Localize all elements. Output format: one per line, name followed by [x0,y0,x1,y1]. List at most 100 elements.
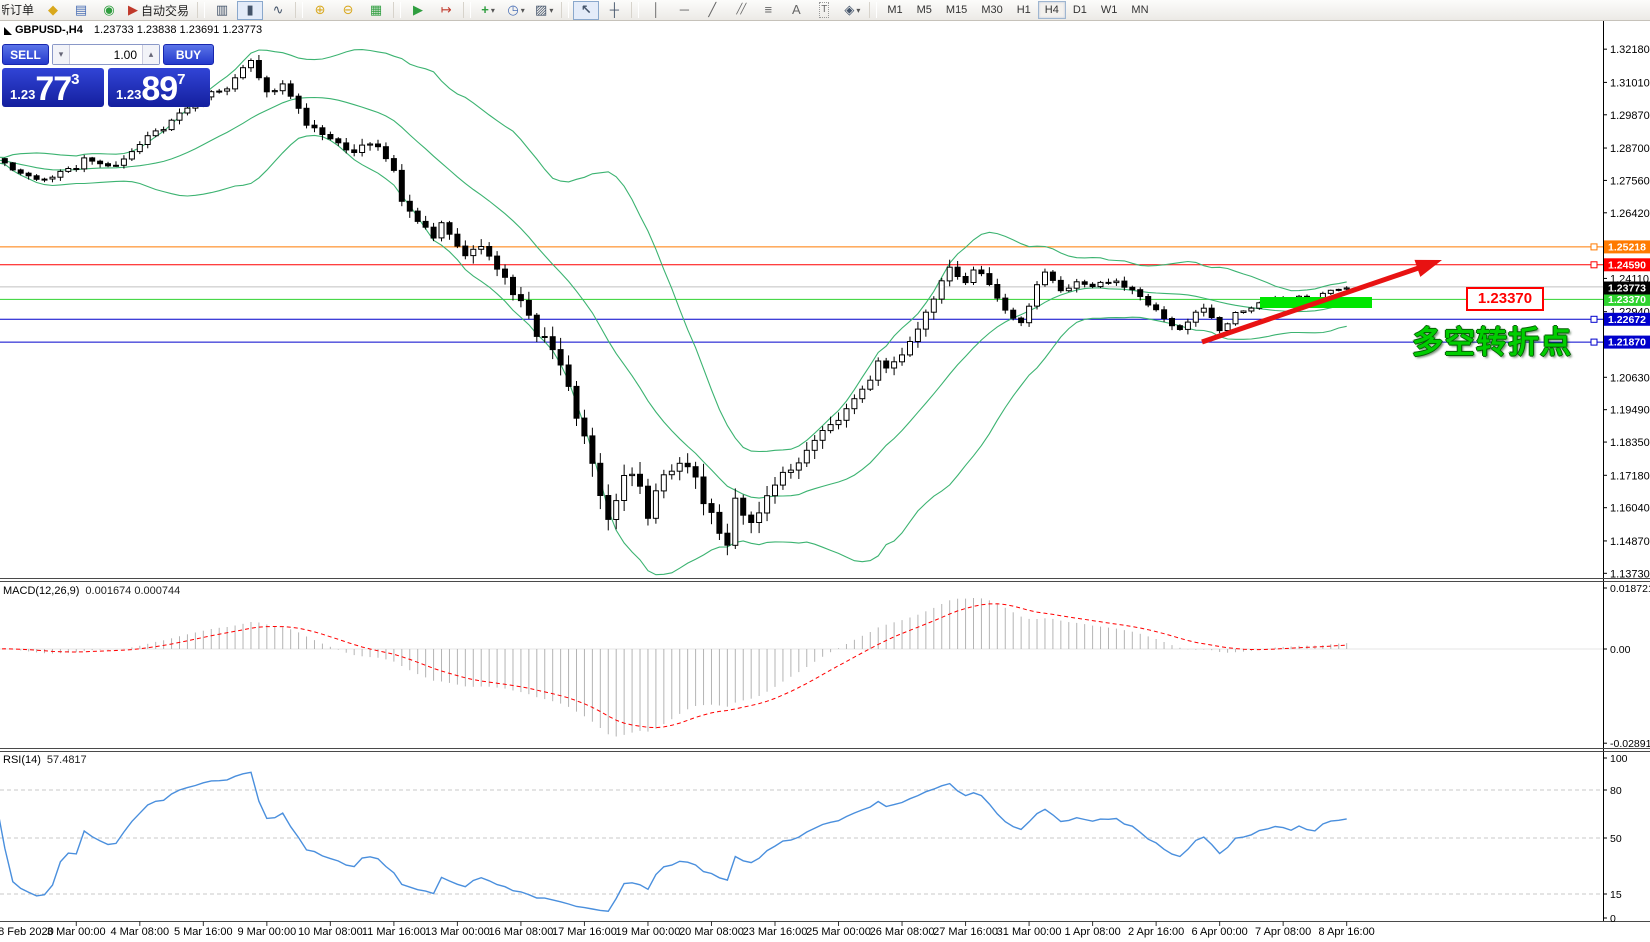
line-chart-icon: ∿ [272,2,284,17]
time-axis-label: 23 Mar 16:00 [743,926,808,938]
new-order-button[interactable]: 新订单 [1,2,35,17]
axis-price-box-label: 1.24590 [1608,259,1646,271]
text-button[interactable]: A [783,1,809,20]
timeframe-m30[interactable]: M30 [981,4,1003,16]
horizontal-line-icon: ─ [679,2,689,17]
templates-button[interactable]: ▨ ▾ [531,1,557,20]
vertical-line-button[interactable]: │ [643,1,669,20]
zoom-out-icon: ⊖ [342,2,354,17]
macd-tick-label: -0.028913 [1610,738,1650,750]
panel-separator[interactable] [0,581,1650,582]
macd-tick-label: 0.00 [1610,644,1631,656]
equidistant-channel-button[interactable]: ╱╱ [727,1,753,20]
chevron-down-icon: ▾ [520,5,525,15]
buy-price-big: 89 [141,70,178,108]
sell-price-display[interactable]: 1.23 77 3 [2,68,104,107]
time-axis-label: 20 Mar 08:00 [679,926,744,938]
zoom-in-button[interactable]: ⊕ [307,1,333,20]
line-handle[interactable] [1590,315,1598,323]
timeframe-m15[interactable]: M15 [945,4,968,16]
chevron-down-icon: ▾ [490,5,495,15]
price-tick-label: 1.13730 [1610,568,1650,580]
crosshair-icon: ┼ [609,2,619,17]
panel-separator[interactable] [0,751,1650,752]
auto-scroll-button[interactable]: ▶ [405,1,431,20]
text-label-button[interactable]: T [811,1,837,20]
fibonacci-button[interactable]: ≡ [755,1,781,20]
line-handle[interactable] [1590,338,1598,346]
price-tick-label: 1.31010 [1610,77,1650,89]
arrows-icon: ◈ [844,2,855,17]
rsi-tick-label: 50 [1610,833,1622,845]
panel-separator[interactable] [0,748,1650,749]
timeframe-h1[interactable]: H1 [1016,4,1031,16]
timeframe-h4[interactable]: H4 [1037,1,1066,19]
data-window-icon: ▤ [74,2,88,17]
volume-input[interactable] [70,46,142,63]
signals-button[interactable]: ◉ [96,1,122,20]
buy-price-display[interactable]: 1.23 89 7 [108,68,210,107]
volume-decrease-button[interactable]: ▾ [53,45,70,64]
toolbar-separator [295,2,304,18]
time-axis-label: 25 Mar 00:00 [806,926,871,938]
zoom-out-button[interactable]: ⊖ [335,1,361,20]
line-handle[interactable] [1590,261,1598,269]
axis-price-box [1604,240,1650,254]
panel-separator[interactable] [0,578,1650,579]
chart-symbol-icon [4,27,12,35]
rsi-line [0,771,1347,912]
rsi-label: RSI(14) 57.4817 [3,754,87,766]
time-axis-label: 1 Apr 08:00 [1064,926,1120,938]
time-axis-label: 27 Mar 16:00 [933,926,998,938]
timeframe-mn[interactable]: MN [1131,4,1149,16]
chart-shift-button[interactable]: ↦ [433,1,459,20]
axis-price-box-label: 1.21870 [1608,337,1646,349]
line-handle[interactable] [1590,243,1598,251]
time-axis-label: 2 Apr 16:00 [1128,926,1184,938]
buy-button[interactable]: BUY [163,44,214,65]
auto-trading-button[interactable]: ▶ 自动交易 [128,2,190,18]
crosshair-button[interactable]: ┼ [601,1,627,20]
cursor-button[interactable]: ↖ [573,0,600,20]
horizontal-line-button[interactable]: ─ [671,1,697,20]
price-callout-box[interactable]: 1.23370 [1466,287,1544,311]
turning-point-note[interactable]: 多空转折点 [1412,325,1572,360]
time-axis-label: 31 Mar 00:00 [997,926,1062,938]
axis-price-box [1604,258,1650,272]
time-axis-label: 19 Mar 00:00 [616,926,681,938]
timeframe-d1[interactable]: D1 [1072,4,1087,16]
metaeditor-button[interactable]: ◆ [40,1,66,20]
trendline-button[interactable]: ╱ [699,1,725,20]
tile-windows-button[interactable]: ▦ [363,1,389,20]
timeframe-m1[interactable]: M1 [887,4,903,16]
sell-price-prefix: 1.23 [10,87,36,102]
bollinger-lower-band [0,134,1347,576]
price-tick-label: 1.16040 [1610,503,1650,515]
ohlc-values-label: 1.23733 1.23838 1.23691 1.23773 [93,24,263,36]
time-axis-label: 13 Mar 00:00 [425,926,490,938]
indicators-button[interactable]: + ▾ [475,1,501,20]
time-axis-label: 8 Apr 16:00 [1319,926,1375,938]
arrows-button[interactable]: ◈ ▾ [839,1,865,20]
price-tick-label: 1.27560 [1610,175,1650,187]
candlestick-chart-button[interactable]: ▮ [237,0,264,20]
trend-arrow-line[interactable] [1201,262,1428,345]
line-chart-button[interactable]: ∿ [265,1,291,20]
cursor-icon: ↖ [580,2,592,17]
chevron-down-icon: ▾ [549,5,554,15]
price-tick-label: 1.17180 [1610,470,1650,482]
volume-increase-button[interactable]: ▴ [142,45,159,64]
sell-button[interactable]: SELL [2,44,49,65]
chevron-down-icon: ▾ [856,5,861,15]
timeframe-m5[interactable]: M5 [916,4,932,16]
panel-separator[interactable] [0,921,1650,922]
periods-button[interactable]: ◷ ▾ [503,1,529,20]
macd-label: MACD(12,26,9) 0.001674 0.000744 [3,585,180,597]
bar-chart-button[interactable]: ▥ [209,1,235,20]
axis-price-box [1604,281,1650,295]
axis-price-box [1604,292,1650,306]
fibonacci-icon: ≡ [764,2,773,17]
data-window-button[interactable]: ▤ [68,1,94,20]
timeframe-w1[interactable]: W1 [1100,4,1118,16]
